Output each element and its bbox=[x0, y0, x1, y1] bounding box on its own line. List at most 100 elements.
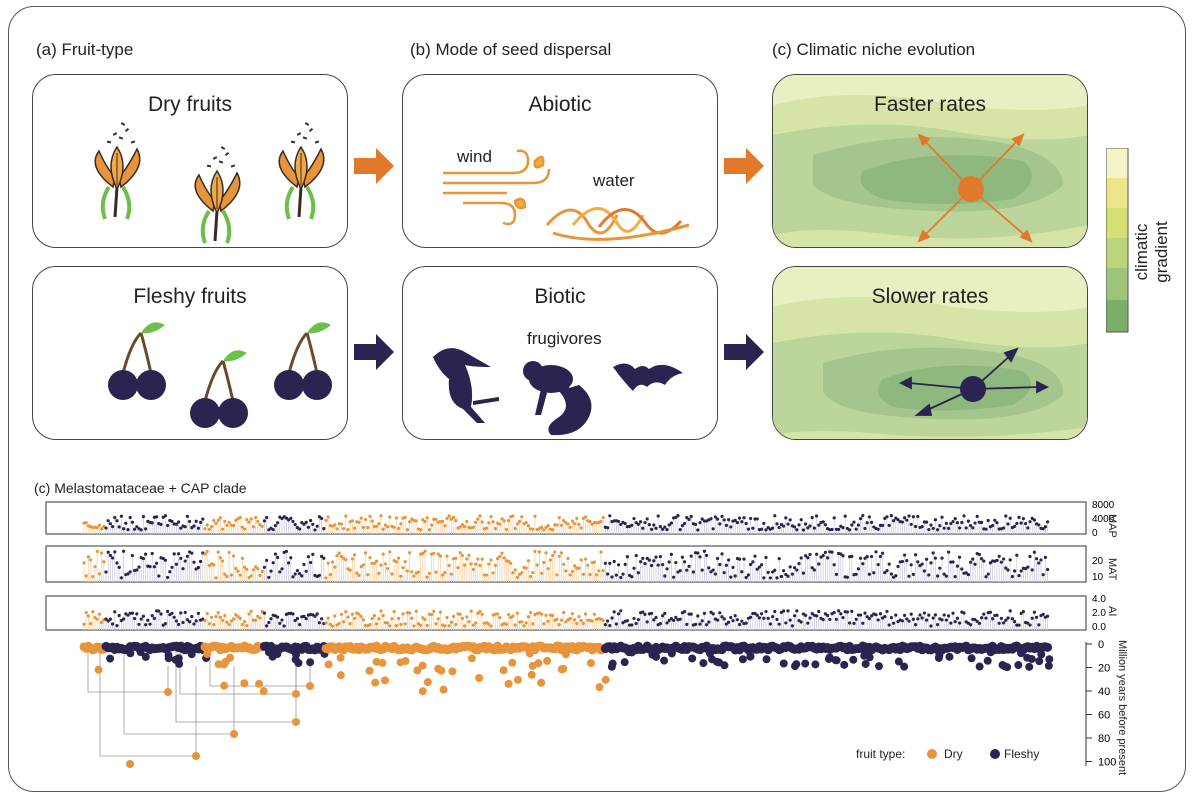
track-point bbox=[700, 619, 704, 623]
track-point bbox=[498, 522, 502, 526]
track-point bbox=[867, 616, 872, 621]
track-point bbox=[430, 612, 434, 617]
cherry-icon bbox=[188, 348, 250, 430]
track-point bbox=[678, 617, 682, 621]
track-point bbox=[1010, 574, 1015, 579]
track-point bbox=[518, 519, 522, 524]
track-point bbox=[815, 614, 819, 618]
track-point bbox=[284, 549, 288, 554]
internal-node bbox=[832, 656, 841, 665]
track-point bbox=[775, 522, 779, 526]
track-point bbox=[298, 527, 302, 531]
track-point bbox=[856, 613, 861, 617]
time-tick-label: 20 bbox=[1098, 663, 1110, 675]
internal-node bbox=[601, 675, 610, 684]
deep-node bbox=[230, 730, 238, 738]
track-point bbox=[995, 558, 999, 562]
fleshy-fruits-title: Fleshy fruits bbox=[133, 285, 247, 308]
track-point bbox=[590, 522, 594, 526]
track-point bbox=[113, 550, 117, 554]
track-point bbox=[612, 559, 616, 564]
track-point bbox=[394, 516, 398, 520]
track-point bbox=[423, 617, 427, 622]
track-point bbox=[841, 526, 845, 530]
track-point bbox=[234, 613, 238, 617]
internal-node bbox=[983, 656, 992, 665]
track-point bbox=[601, 515, 605, 520]
track-point bbox=[643, 520, 647, 525]
track-point bbox=[685, 516, 689, 520]
internal-node bbox=[448, 667, 457, 676]
track-point bbox=[777, 525, 781, 530]
track-point bbox=[337, 551, 341, 555]
track-tick-label: 20 bbox=[1092, 556, 1104, 567]
track-point bbox=[205, 550, 209, 554]
track-point bbox=[588, 572, 592, 577]
track-point bbox=[403, 515, 407, 519]
track-point bbox=[568, 616, 572, 621]
track-point bbox=[799, 556, 803, 560]
track-point bbox=[392, 525, 396, 529]
track-point bbox=[916, 560, 920, 564]
track-point bbox=[1006, 522, 1010, 526]
track-point bbox=[936, 622, 940, 627]
track-point bbox=[1004, 618, 1008, 622]
track-point bbox=[487, 521, 491, 525]
track-point bbox=[592, 560, 597, 564]
internal-node bbox=[801, 659, 810, 668]
track-point bbox=[951, 611, 955, 615]
track-point bbox=[590, 619, 594, 623]
track-point bbox=[159, 612, 163, 616]
track-point bbox=[848, 528, 852, 532]
internal-node bbox=[141, 652, 150, 661]
track-point bbox=[907, 619, 911, 623]
track-point bbox=[683, 560, 687, 564]
track-point bbox=[1035, 615, 1039, 619]
track-point bbox=[469, 609, 473, 613]
track-point bbox=[425, 575, 429, 579]
track-point bbox=[903, 613, 907, 617]
track-point bbox=[955, 616, 960, 620]
frugivores-label: frugivores bbox=[527, 329, 602, 348]
track-point bbox=[163, 622, 167, 626]
track-point bbox=[463, 524, 467, 529]
track-point bbox=[1030, 616, 1034, 620]
track-point bbox=[658, 621, 663, 626]
track-point bbox=[372, 561, 376, 565]
track-point bbox=[766, 526, 770, 530]
track-point bbox=[751, 526, 755, 530]
internal-node bbox=[534, 659, 543, 668]
track-point bbox=[480, 612, 484, 616]
track-tick-label: 4000 bbox=[1092, 514, 1115, 525]
track-point bbox=[513, 623, 517, 627]
track-point bbox=[392, 610, 396, 614]
track-point bbox=[718, 562, 722, 567]
track-point bbox=[562, 610, 566, 615]
track-point bbox=[386, 621, 390, 625]
track-point bbox=[837, 527, 841, 531]
track-point bbox=[454, 622, 458, 626]
track-point bbox=[874, 613, 878, 617]
internal-node bbox=[126, 649, 135, 658]
internal-node bbox=[543, 656, 552, 665]
track-point bbox=[414, 519, 418, 523]
track-point bbox=[947, 614, 951, 618]
track-point bbox=[669, 552, 674, 556]
track-point bbox=[276, 555, 280, 560]
track-point bbox=[115, 561, 119, 565]
internal-node bbox=[365, 666, 374, 675]
track-point bbox=[293, 522, 297, 527]
track-point bbox=[559, 523, 564, 527]
internal-node bbox=[537, 678, 546, 687]
track-point bbox=[929, 523, 933, 527]
internal-node bbox=[401, 657, 410, 666]
track-point bbox=[966, 519, 971, 523]
track-point bbox=[654, 555, 658, 559]
climate-surface-faster bbox=[773, 75, 1087, 247]
track-point bbox=[546, 619, 550, 623]
track-point bbox=[496, 612, 500, 616]
track-point bbox=[650, 611, 654, 615]
track-point bbox=[177, 552, 181, 556]
track-point bbox=[711, 527, 715, 531]
track-point bbox=[309, 560, 313, 565]
